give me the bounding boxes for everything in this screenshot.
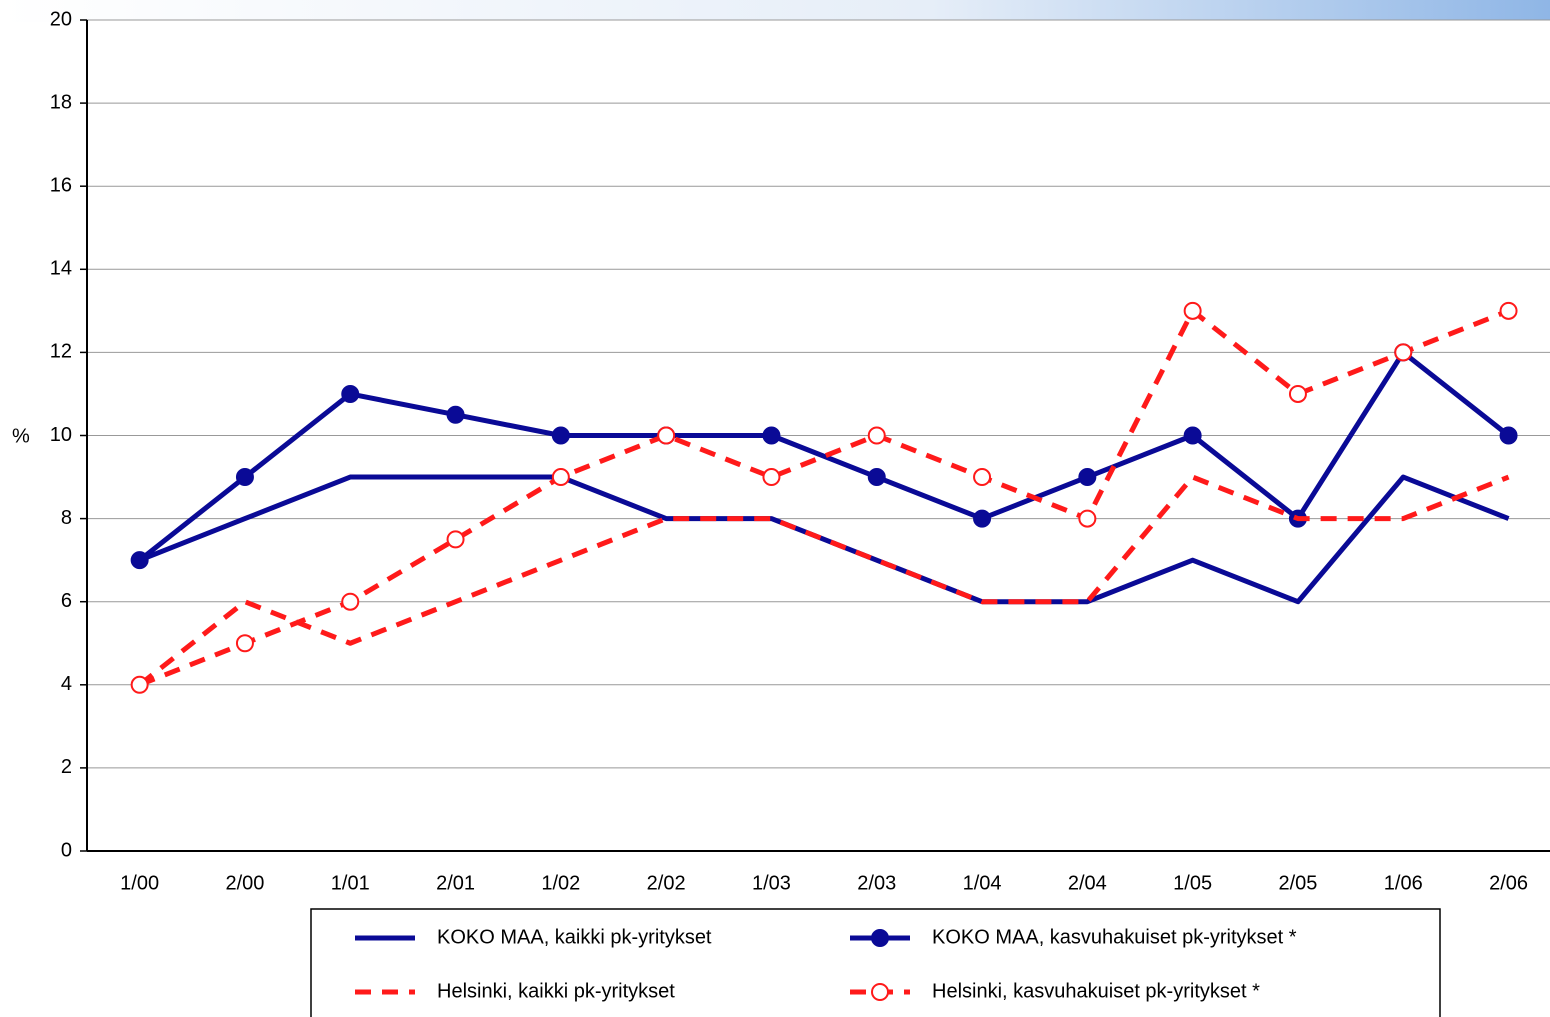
x-tick-label: 2/01 — [436, 872, 475, 894]
y-tick-label: 6 — [61, 590, 72, 612]
marker — [973, 468, 992, 487]
marker — [973, 509, 992, 528]
x-tick-label: 1/00 — [120, 872, 159, 894]
x-tick-label: 2/03 — [857, 872, 896, 894]
marker — [657, 426, 676, 445]
x-tick-label: 2/05 — [1278, 872, 1317, 894]
marker — [867, 426, 886, 445]
x-tick-label: 1/03 — [752, 872, 791, 894]
y-tick-label: 14 — [50, 258, 72, 280]
marker — [762, 426, 781, 445]
marker — [551, 468, 570, 487]
x-tick-label: 2/00 — [225, 872, 264, 894]
marker — [446, 530, 465, 549]
y-tick-label: 8 — [61, 507, 72, 529]
marker — [130, 675, 149, 694]
x-tick-label: 1/04 — [963, 872, 1002, 894]
x-tick-label: 1/06 — [1384, 872, 1423, 894]
series-line — [138, 308, 1510, 688]
marker — [551, 426, 570, 445]
legend-marker — [871, 983, 889, 1001]
y-tick-label: 18 — [50, 91, 72, 113]
legend-label: Helsinki, kasvuhakuiset pk-yritykset * — [932, 980, 1260, 1002]
marker — [867, 468, 886, 487]
marker — [1078, 468, 1097, 487]
marker — [1288, 384, 1307, 403]
background-band — [0, 0, 1550, 22]
marker — [1183, 426, 1202, 445]
y-tick-label: 16 — [50, 174, 72, 196]
marker — [1499, 301, 1518, 320]
y-tick-label: 0 — [61, 839, 72, 861]
x-tick-label: 1/02 — [541, 872, 580, 894]
y-tick-label: 4 — [61, 673, 72, 695]
legend-label: KOKO MAA, kasvuhakuiset pk-yritykset * — [932, 926, 1297, 948]
y-tick-label: 10 — [50, 424, 72, 446]
y-tick-label: 20 — [50, 8, 72, 30]
marker — [1394, 343, 1413, 362]
marker — [1078, 509, 1097, 528]
y-tick-label: 12 — [50, 341, 72, 363]
marker — [762, 468, 781, 487]
x-tick-label: 1/01 — [331, 872, 370, 894]
x-tick-label: 2/04 — [1068, 872, 1107, 894]
marker — [446, 405, 465, 424]
y-axis-label: % — [12, 425, 30, 447]
legend-label: KOKO MAA, kaikki pk-yritykset — [437, 926, 712, 948]
marker — [341, 592, 360, 611]
marker — [1183, 301, 1202, 320]
marker — [1499, 426, 1518, 445]
marker — [130, 551, 149, 570]
x-tick-label: 2/02 — [647, 872, 686, 894]
legend-marker — [871, 929, 889, 947]
x-tick-label: 1/05 — [1173, 872, 1212, 894]
legend-label: Helsinki, kaikki pk-yritykset — [437, 980, 675, 1002]
series-line — [138, 474, 1510, 687]
x-tick-label: 2/06 — [1489, 872, 1528, 894]
y-tick-label: 2 — [61, 756, 72, 778]
marker — [341, 384, 360, 403]
marker — [235, 634, 254, 653]
marker — [235, 468, 254, 487]
series-line — [138, 474, 1510, 605]
series-line — [138, 349, 1511, 563]
legend: KOKO MAA, kaikki pk-yritykset KOKO MAA, k… — [310, 908, 1441, 1017]
